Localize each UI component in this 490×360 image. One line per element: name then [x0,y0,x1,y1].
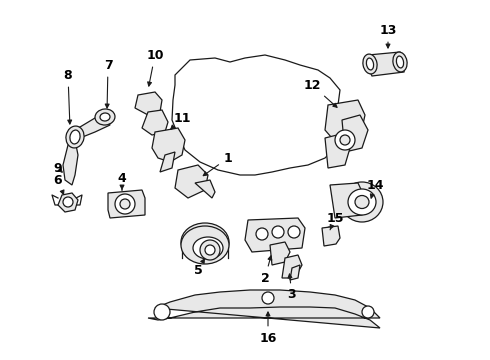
Text: 6: 6 [54,174,64,194]
Polygon shape [282,255,302,278]
Circle shape [256,228,268,240]
Polygon shape [72,118,110,138]
Text: 13: 13 [379,23,397,48]
Polygon shape [290,265,300,280]
Ellipse shape [341,182,383,222]
Ellipse shape [393,52,407,72]
Polygon shape [152,128,185,162]
Ellipse shape [363,54,377,74]
Text: 3: 3 [288,274,296,302]
Text: 12: 12 [303,78,337,107]
Polygon shape [195,180,215,198]
Circle shape [63,197,73,207]
Polygon shape [342,115,368,152]
Ellipse shape [181,226,229,264]
Polygon shape [172,55,340,175]
Ellipse shape [70,130,80,144]
Polygon shape [175,165,208,198]
Circle shape [120,199,130,209]
Circle shape [324,227,336,239]
Text: 5: 5 [194,258,205,276]
Text: 15: 15 [326,212,344,230]
Polygon shape [325,133,350,168]
Polygon shape [142,110,168,135]
Text: 9: 9 [54,162,62,175]
Circle shape [115,194,135,214]
Polygon shape [63,140,78,185]
Circle shape [340,135,350,145]
Polygon shape [108,190,145,218]
Ellipse shape [348,189,376,215]
Ellipse shape [396,56,404,68]
Circle shape [362,306,374,318]
Ellipse shape [181,223,229,261]
Circle shape [272,226,284,238]
Circle shape [335,130,355,150]
Ellipse shape [367,58,373,70]
Text: 14: 14 [366,179,384,198]
Ellipse shape [355,195,369,208]
Circle shape [288,226,300,238]
Text: 7: 7 [103,59,112,108]
Ellipse shape [95,109,115,125]
Text: 4: 4 [118,171,126,190]
Circle shape [154,304,170,320]
Polygon shape [160,152,175,172]
Text: 2: 2 [261,256,272,284]
Circle shape [200,240,220,260]
Text: 10: 10 [146,49,164,86]
Text: 16: 16 [259,312,277,345]
Polygon shape [368,52,406,76]
Ellipse shape [66,126,84,148]
Circle shape [205,245,215,255]
Polygon shape [148,290,380,328]
Ellipse shape [100,113,110,121]
Polygon shape [322,226,340,246]
Polygon shape [325,100,365,145]
Ellipse shape [193,237,223,259]
Polygon shape [135,92,162,115]
Polygon shape [270,242,290,265]
Polygon shape [245,218,305,252]
Text: 8: 8 [64,68,73,124]
Circle shape [262,292,274,304]
Text: 1: 1 [203,152,232,176]
Polygon shape [58,193,78,212]
Text: 11: 11 [171,112,191,130]
Polygon shape [330,183,365,218]
